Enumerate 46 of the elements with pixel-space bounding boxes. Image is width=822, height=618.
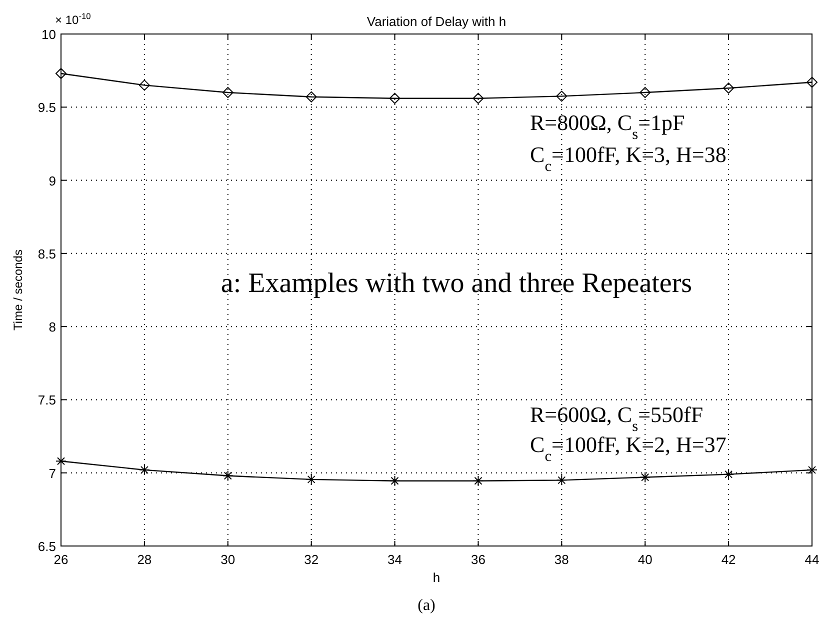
y-axis-title: Time / seconds [11, 250, 25, 330]
annotation: R=600Ω, C$_{s}$=550fF [530, 402, 704, 434]
text: (a) [418, 597, 436, 614]
x-tick-label: 30 [220, 552, 236, 567]
y-tick-label: 9.5 [38, 100, 56, 116]
point [472, 92, 484, 104]
x-tick-label: 26 [54, 552, 68, 567]
point [306, 91, 317, 102]
annotation: a: Examples with two and three Repeaters [220, 268, 692, 299]
x-tick-label: 40 [638, 552, 652, 567]
text: × 10$^{-10}$ [55, 11, 92, 27]
point [389, 475, 400, 486]
x-tick-label: 36 [470, 552, 486, 567]
y-tick-label: 6.5 [38, 539, 56, 554]
x-tick-label: 34 [388, 552, 402, 567]
point [556, 474, 568, 486]
point [723, 468, 734, 480]
point [306, 474, 317, 485]
y-tick-label: 7.5 [38, 392, 56, 408]
annotation: C$_{c}$=100fF, K=2, H=37 [530, 432, 726, 464]
x-tick-label: 38 [554, 552, 569, 567]
y-tick-label: 9 [48, 173, 56, 188]
point [556, 90, 568, 102]
point [138, 464, 150, 476]
point [56, 68, 66, 79]
y-tick-label: 7 [48, 466, 56, 481]
x-tick-label: 28 [137, 552, 152, 567]
chart-title: Variation of Delay with h [366, 14, 506, 29]
point [640, 472, 651, 483]
point [806, 76, 818, 88]
point [723, 82, 734, 94]
y-tick-label: 8.5 [38, 246, 56, 262]
annotation: R=800Ω, C$_{s}$=1pF [530, 110, 685, 142]
y-tick-label: 8 [48, 320, 56, 335]
point [389, 92, 400, 104]
x-axis-title: h [432, 570, 440, 585]
annotation: C$_{c}$=100fF, K=3, H=38 [530, 142, 726, 174]
y-tick-label: 10 [42, 27, 56, 42]
point [472, 475, 484, 486]
point [222, 470, 234, 482]
x-tick-label: 44 [804, 552, 820, 567]
point [640, 87, 651, 98]
x-tick-label: 32 [304, 552, 319, 567]
point [138, 80, 150, 91]
point [222, 87, 234, 98]
x-tick-label: 42 [721, 552, 736, 567]
